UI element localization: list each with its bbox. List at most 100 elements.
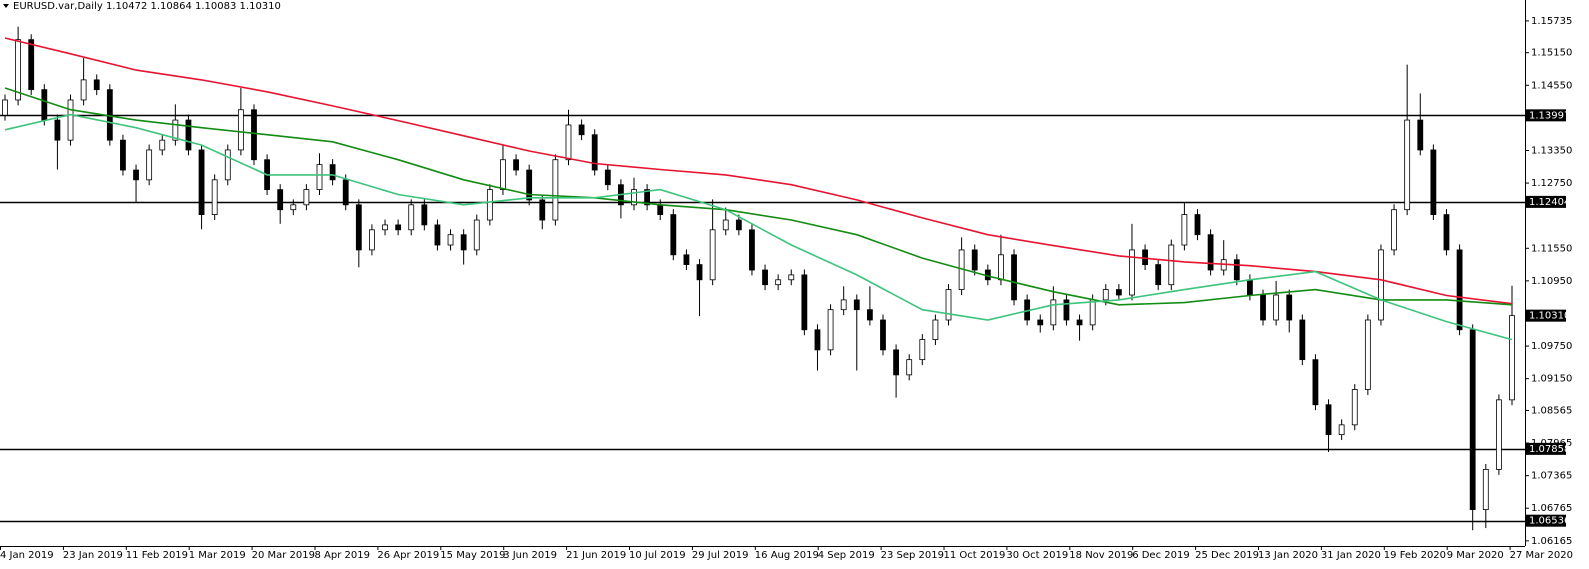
candle-body: [1050, 299, 1057, 326]
x-tick-label: 4 Jan 2019: [0, 550, 54, 561]
candle-body: [1181, 214, 1188, 246]
candle-body: [1351, 389, 1358, 426]
x-tick-label: 25 Dec 2019: [1195, 550, 1259, 561]
x-tick-label: 4 Sep 2019: [818, 550, 875, 561]
x-tick-label: 27 Mar 2020: [1510, 550, 1573, 561]
candle-body: [329, 164, 336, 181]
candle-body: [814, 329, 821, 351]
candle-body: [552, 159, 559, 221]
current-price-label: 1.10310: [1526, 309, 1570, 322]
candle-body: [290, 204, 297, 211]
candle-body: [28, 39, 35, 91]
x-tick-label: 30 Oct 2019: [1006, 550, 1068, 561]
candle-body: [133, 169, 139, 181]
candle-body: [631, 189, 637, 206]
candle-body: [211, 179, 218, 215]
candle-body: [421, 204, 428, 226]
candle-body: [762, 269, 768, 286]
candle-body: [683, 254, 690, 265]
x-tick-label: 31 Jan 2020: [1321, 550, 1381, 561]
candle-body: [565, 124, 572, 161]
candle-body: [906, 359, 913, 376]
candle-body: [866, 309, 873, 321]
level-label-text: 1.07858: [1529, 444, 1570, 455]
candle-body: [369, 229, 375, 251]
x-tick-label: 11 Oct 2019: [944, 550, 1006, 561]
x-tick-label: 15 May 2019: [440, 550, 505, 561]
candle-body: [932, 319, 939, 340]
x-tick-label: 19 Feb 2020: [1384, 550, 1446, 561]
candle-body: [775, 279, 782, 286]
candle-body: [670, 214, 677, 256]
candle-body: [578, 124, 585, 136]
candle-body: [172, 119, 179, 141]
candle-body: [500, 159, 506, 191]
candle-body: [1063, 299, 1070, 321]
candle-body: [486, 189, 493, 221]
candle-body: [1417, 119, 1424, 151]
x-tick-label: 23 Sep 2019: [881, 550, 944, 561]
candle-body: [93, 79, 100, 91]
candle-body: [460, 234, 467, 251]
x-tick-label: 13 Jan 2020: [1258, 550, 1318, 561]
candle-body: [644, 189, 651, 206]
moving-average: [4, 37, 1513, 305]
candle-body: [355, 204, 362, 251]
candle-body: [539, 199, 546, 221]
candle-body: [473, 219, 480, 251]
x-tick-label: 3 Jun 2019: [503, 550, 557, 561]
candle-body: [526, 169, 533, 201]
candle-body: [880, 319, 886, 351]
candle-body: [120, 139, 126, 171]
x-tick-label: 6 Dec 2019: [1132, 550, 1190, 561]
candle-body: [1142, 249, 1148, 265]
x-tick-label: 1 Mar 2019: [189, 550, 246, 561]
x-tick-label: 23 Jan 2019: [63, 550, 123, 561]
level-label-box: [1526, 442, 1566, 455]
candle-body: [1260, 294, 1266, 321]
candle-body: [1286, 294, 1293, 321]
candle-body: [1102, 289, 1109, 301]
x-tick-label: 10 Jul 2019: [629, 550, 686, 561]
candle-body: [853, 299, 860, 311]
candle-body: [1011, 254, 1017, 301]
candle-body: [146, 149, 153, 181]
candle-body: [185, 119, 192, 151]
y-tick-label: 1.13350: [1531, 145, 1572, 156]
candle-body: [1404, 119, 1411, 211]
current-price-label-box: [1526, 309, 1566, 322]
candle-body: [15, 39, 22, 101]
x-tick-label: 26 Apr 2019: [377, 550, 439, 561]
x-tick-label: 8 Apr 2019: [315, 550, 370, 561]
current-price-label-text: 1.10310: [1529, 311, 1570, 322]
candle-body: [1129, 249, 1135, 296]
candle-body: [395, 224, 402, 231]
candle-body: [1312, 359, 1319, 406]
candle-body: [1037, 319, 1044, 326]
candle-body: [893, 349, 899, 376]
candle-body: [1233, 259, 1240, 281]
level-label: 1.06536: [1526, 514, 1570, 527]
candle-body: [1207, 234, 1214, 271]
candle-body: [1430, 149, 1437, 215]
candle-body: [447, 234, 454, 246]
x-tick-label: 9 Mar 2020: [1447, 550, 1504, 561]
candle-body: [1456, 249, 1463, 331]
candle-body: [1194, 214, 1201, 236]
candle-body: [1299, 319, 1306, 361]
level-label: 1.12404: [1526, 195, 1570, 208]
x-tick-label: 11 Feb 2019: [126, 550, 188, 561]
candle-body: [971, 249, 978, 271]
candle-body: [604, 169, 611, 186]
level-label-box: [1526, 514, 1566, 527]
candle-body: [696, 264, 703, 281]
menu-triangle[interactable]: [3, 4, 9, 8]
y-tick-label: 1.15735: [1531, 16, 1572, 27]
x-tick-label: 16 Aug 2019: [755, 550, 819, 561]
candle-body: [513, 159, 519, 171]
candle-body: [434, 224, 441, 246]
candle-body: [657, 204, 664, 215]
candle-body: [1325, 404, 1332, 436]
